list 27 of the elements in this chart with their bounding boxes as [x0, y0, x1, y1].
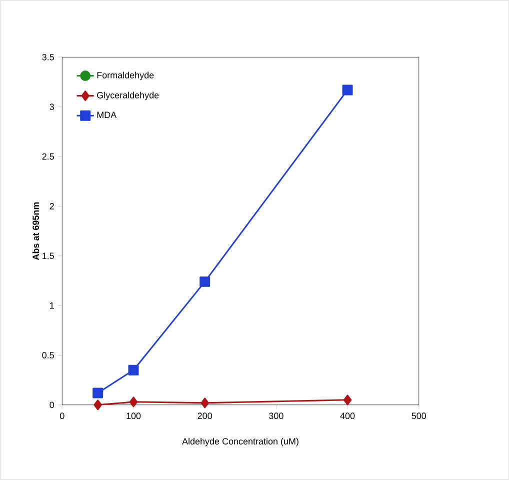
point — [92, 388, 104, 398]
y-tick-label: 2.5 — [42, 153, 54, 160]
x-tick-label: 200 — [198, 412, 212, 420]
x-axis-title: Aldehyde Concentration (uM) — [182, 438, 298, 446]
y-tick-label: 3 — [50, 104, 54, 110]
y-tick-label: 0 — [50, 402, 54, 408]
legend-label: Glyceraldehyde — [97, 92, 159, 100]
x-tick-label: 0 — [60, 412, 64, 420]
point — [128, 364, 139, 376]
x-tick-label: 400 — [340, 412, 355, 420]
point — [200, 398, 209, 408]
x-tick-label: 300 — [269, 412, 284, 420]
y-tick-label: 1.5 — [42, 252, 54, 259]
point — [200, 276, 210, 287]
point — [343, 394, 352, 406]
x-tick-label: 500 — [412, 412, 426, 420]
legend-label: Formaldehyde — [97, 72, 154, 80]
y-tick-label: 0.5 — [42, 352, 54, 358]
y-tick-label: 3.5 — [42, 54, 54, 60]
y-tick-label: 2 — [50, 203, 54, 210]
point — [129, 396, 138, 408]
y-tick-label: 1 — [50, 302, 54, 309]
x-tick-label: 100 — [126, 412, 141, 420]
point — [94, 400, 102, 410]
point — [342, 84, 353, 96]
legend-label: MDA — [97, 112, 117, 118]
y-axis-title: Abs at 695nm — [32, 202, 39, 260]
